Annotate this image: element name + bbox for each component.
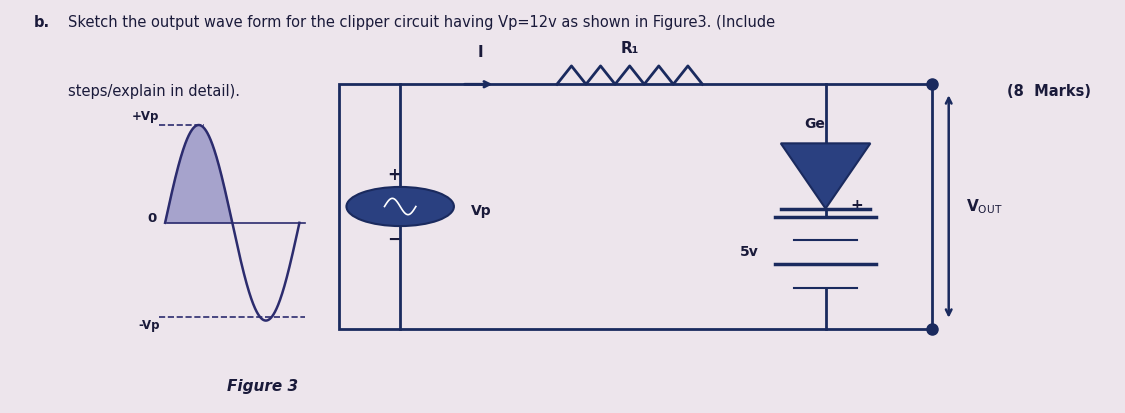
Text: steps/explain in detail).: steps/explain in detail). bbox=[68, 84, 240, 99]
Text: 5v: 5v bbox=[739, 245, 758, 259]
Text: Sketch the output wave form for the clipper circuit having Vp=12v as shown in Fi: Sketch the output wave form for the clip… bbox=[68, 15, 775, 30]
Text: +: + bbox=[850, 197, 863, 213]
Bar bbox=[339, 84, 931, 329]
Text: R₁: R₁ bbox=[621, 41, 639, 56]
Text: V$_{\mathrm{OUT}}$: V$_{\mathrm{OUT}}$ bbox=[965, 197, 1002, 216]
Text: Vp: Vp bbox=[470, 204, 492, 218]
Circle shape bbox=[346, 187, 453, 226]
Text: b.: b. bbox=[34, 15, 51, 30]
Text: (8  Marks): (8 Marks) bbox=[1007, 84, 1091, 99]
Polygon shape bbox=[165, 125, 232, 223]
Text: I: I bbox=[478, 45, 484, 60]
Polygon shape bbox=[781, 143, 871, 209]
Text: -Vp: -Vp bbox=[138, 318, 160, 332]
Text: Figure 3: Figure 3 bbox=[227, 379, 298, 394]
Text: +: + bbox=[388, 166, 402, 184]
Text: 0: 0 bbox=[147, 212, 156, 225]
Text: +Vp: +Vp bbox=[132, 110, 160, 123]
Text: Ge: Ge bbox=[804, 117, 825, 131]
Text: −: − bbox=[387, 231, 402, 249]
